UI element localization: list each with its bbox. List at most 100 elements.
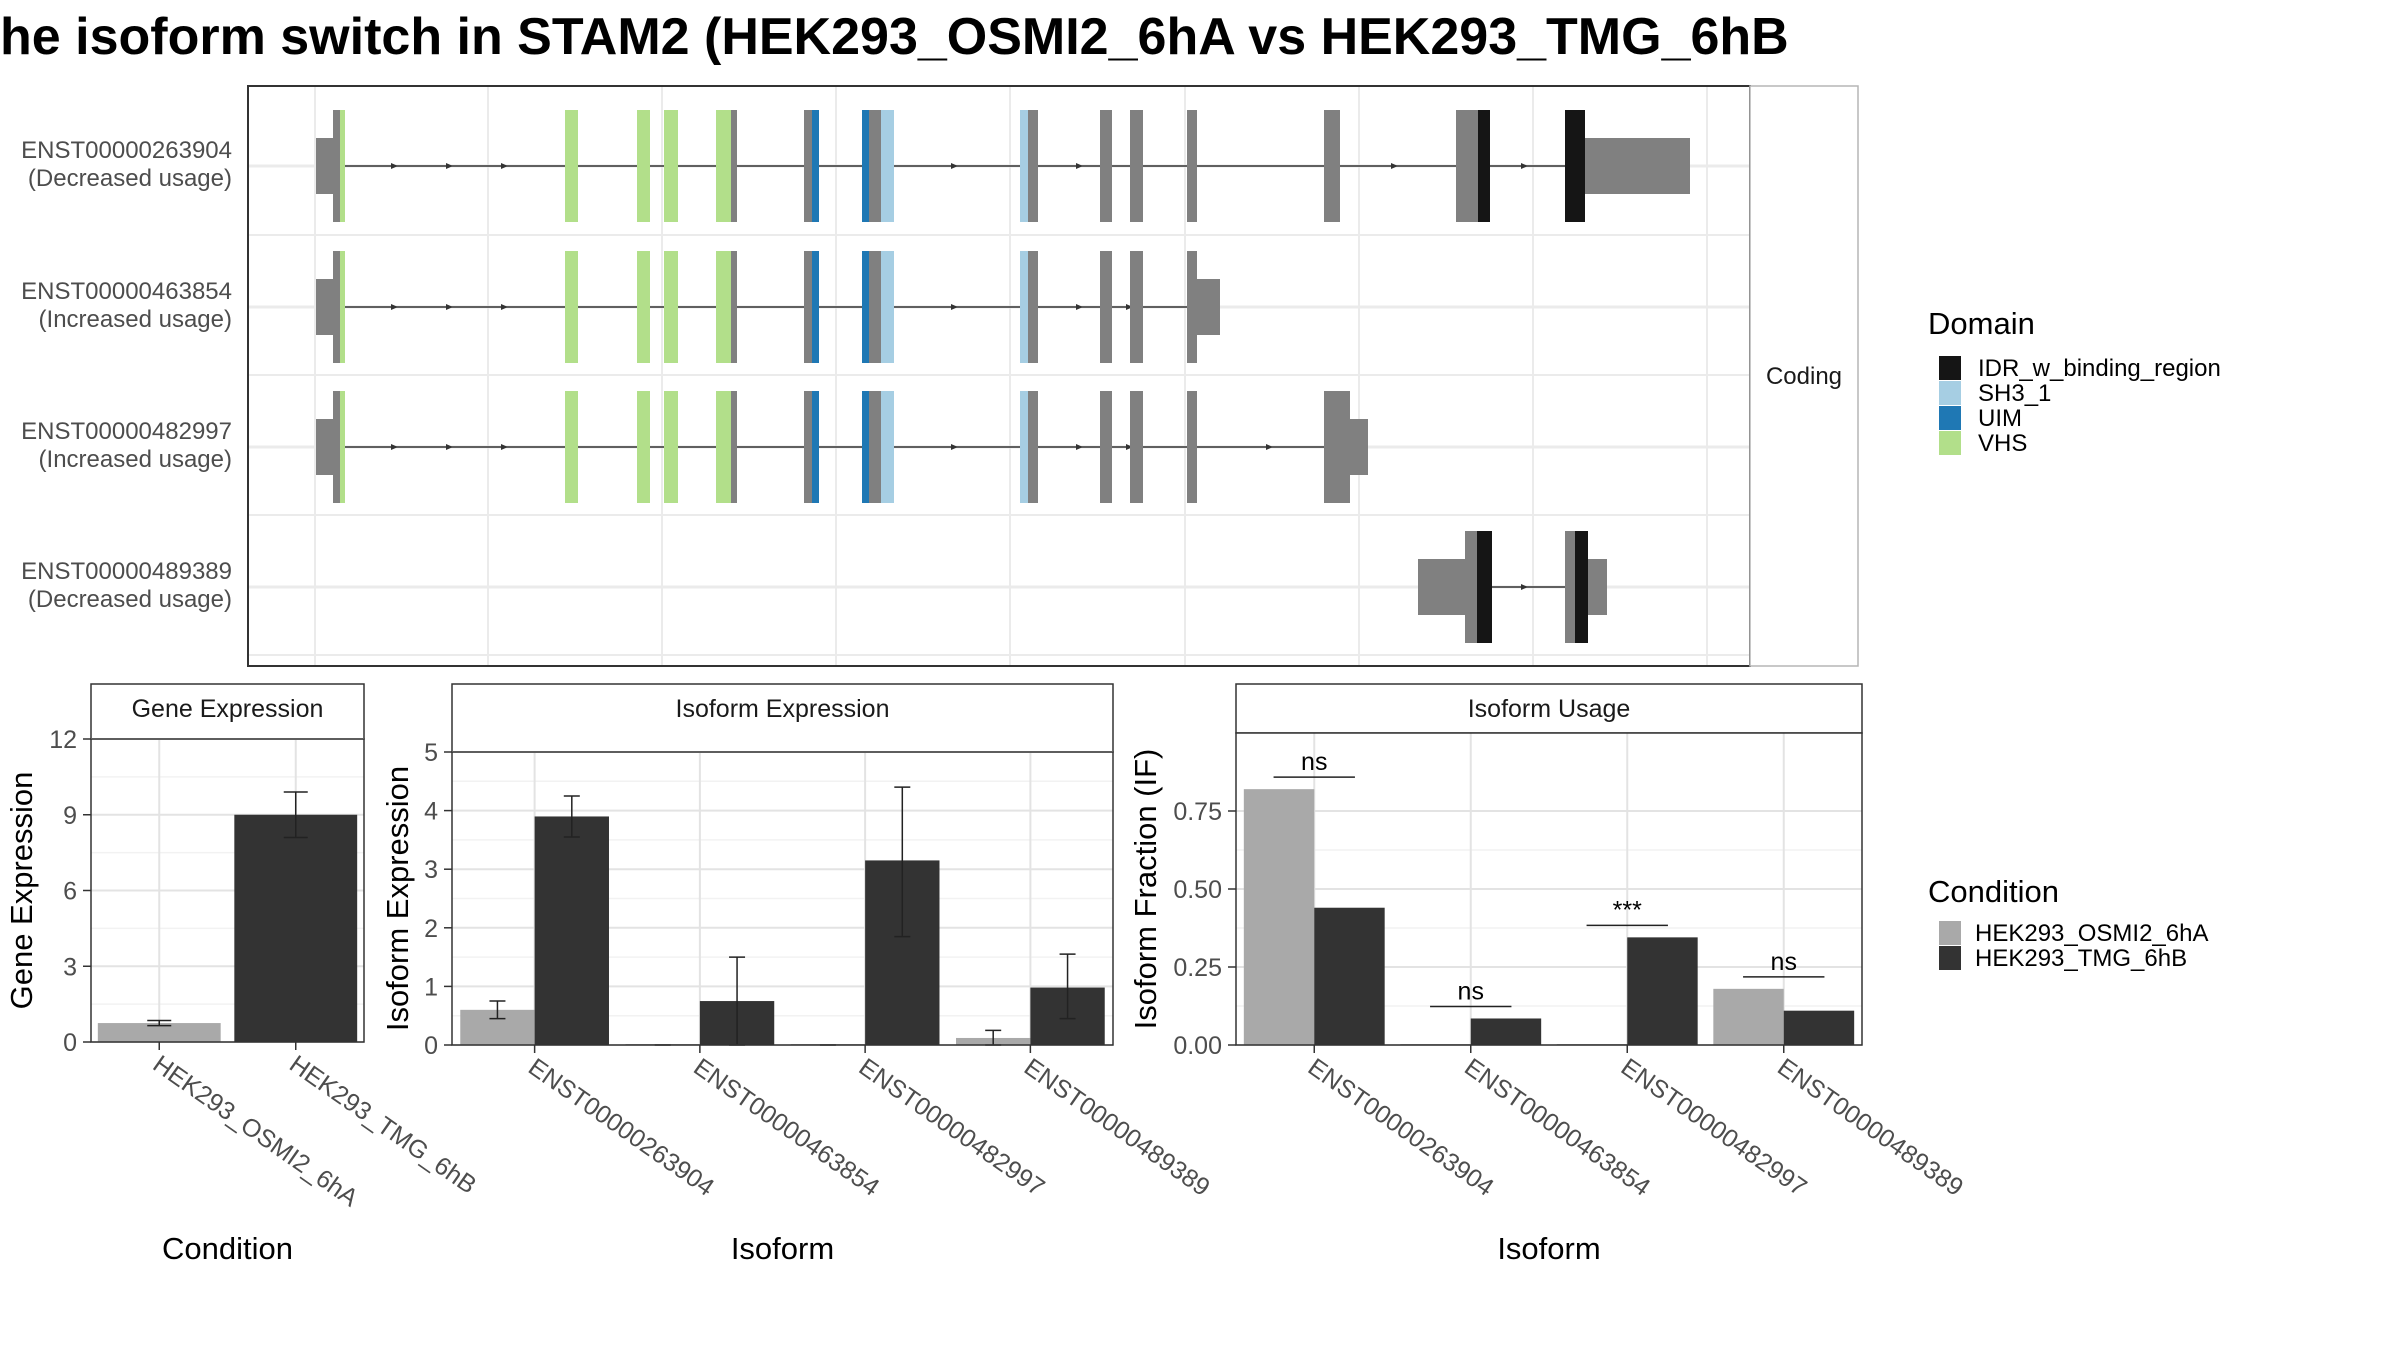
- exon-block: [1465, 531, 1477, 643]
- exon-block: [1130, 251, 1143, 363]
- domain-block-vhs: [716, 110, 731, 222]
- error-bar: [489, 1000, 506, 1020]
- significance-label: ns: [1458, 977, 1484, 1005]
- error-bar: [1059, 953, 1076, 1020]
- exon-block: [1028, 110, 1038, 222]
- domain-block-uim: [862, 110, 869, 222]
- utr-block: [1588, 559, 1607, 615]
- domain-block-vhs: [637, 110, 650, 222]
- chart-strip: [451, 683, 1114, 753]
- y-tick-label: 1: [424, 973, 438, 1001]
- domain-block-uim: [862, 391, 869, 503]
- domain-block-vhs: [716, 391, 731, 503]
- x-axis-title: Condition: [162, 1231, 293, 1266]
- strand-arrow: [501, 444, 508, 450]
- domain-block-vhs: [565, 391, 578, 503]
- strand-arrow: [1266, 444, 1273, 450]
- utr-block: [1585, 138, 1690, 194]
- legend-swatch: [1939, 406, 1961, 430]
- exon-block: [333, 110, 340, 222]
- legend-swatch: [1939, 431, 1961, 455]
- strand-arrow: [446, 444, 453, 450]
- y-tick-label: 2: [424, 915, 438, 943]
- strand-arrow: [1521, 163, 1528, 169]
- domain-block-vhs: [637, 251, 650, 363]
- strand-arrow: [1521, 584, 1528, 590]
- significance-label: ns: [1771, 948, 1797, 976]
- exon-block: [731, 391, 737, 503]
- domain-block-uim: [862, 251, 869, 363]
- utr-block: [316, 419, 334, 475]
- bar-cond-b: [1627, 937, 1698, 1045]
- legend-swatch: [1939, 946, 1961, 970]
- y-tick-label: 5: [424, 739, 438, 767]
- bar-cond-b: [1783, 1010, 1855, 1045]
- figure-title: he isoform switch in STAM2 (HEK293_OSMI2…: [0, 8, 1789, 66]
- exon-block: [1324, 110, 1340, 222]
- exon-block: [804, 251, 812, 363]
- exon-block: [1028, 391, 1038, 503]
- strand-arrow: [391, 163, 398, 169]
- domain-block-uim: [812, 391, 819, 503]
- strand-arrow: [1126, 444, 1133, 450]
- exon-block: [1028, 251, 1038, 363]
- domain-block-vhs: [565, 110, 578, 222]
- legend-label: VHS: [1978, 430, 2027, 457]
- domain-block-vhs: [340, 391, 345, 503]
- legend-label: HEK293_OSMI2_6hA: [1975, 920, 2208, 947]
- y-tick-label: 0.25: [1173, 954, 1222, 982]
- x-axis-title: Isoform: [731, 1231, 834, 1266]
- legend-swatch: [1939, 381, 1961, 405]
- exon-block: [804, 391, 812, 503]
- domain-block-sh3_1: [881, 110, 894, 222]
- domain-block-sh3_1: [1020, 110, 1028, 222]
- domain-block-vhs: [340, 110, 345, 222]
- plot-border: [90, 738, 365, 1043]
- exon-block: [333, 251, 340, 363]
- exon-block: [869, 110, 881, 222]
- legend-label: UIM: [1978, 405, 2022, 432]
- legend-swatch: [1939, 356, 1961, 380]
- y-tick-label: 0: [424, 1032, 438, 1060]
- exon-block: [1324, 391, 1350, 503]
- exon-block: [1130, 391, 1143, 503]
- utr-block: [1418, 559, 1465, 615]
- exon-block: [333, 391, 340, 503]
- strand-arrow: [1126, 304, 1133, 310]
- bar-cond-b: [1314, 907, 1385, 1045]
- domain-block-vhs: [664, 251, 678, 363]
- legend-label: SH3_1: [1978, 380, 2051, 407]
- significance-label: ns: [1301, 748, 1327, 776]
- transcript-row: [316, 391, 1368, 503]
- domain-block-idr_w_binding_region: [1477, 531, 1492, 643]
- strand-arrow: [951, 444, 958, 450]
- exon-block: [1187, 391, 1197, 503]
- domain-block-sh3_1: [881, 251, 894, 363]
- bar-cond-a: [1243, 789, 1315, 1045]
- legend-label: IDR_w_binding_region: [1978, 355, 2221, 382]
- y-tick-label: 4: [424, 798, 438, 826]
- domain-block-vhs: [340, 251, 345, 363]
- legend-swatch: [1939, 921, 1961, 945]
- strand-arrow: [1076, 163, 1083, 169]
- strand-arrow: [501, 304, 508, 310]
- transcript-usage: (Increased usage): [39, 306, 232, 333]
- chart-title: Isoform Expression: [676, 695, 890, 723]
- exon-block: [1456, 110, 1478, 222]
- transcript-row: [316, 110, 1690, 222]
- domain-block-idr_w_binding_region: [1575, 531, 1588, 643]
- transcript-id: ENST00000463854: [21, 278, 232, 305]
- error-bar: [147, 1019, 172, 1027]
- transcript-usage: (Decreased usage): [28, 165, 232, 192]
- significance-label: ***: [1613, 896, 1642, 924]
- y-tick-label: 6: [63, 878, 77, 906]
- exon-block: [1187, 251, 1197, 363]
- bar-cond-b: [1470, 1018, 1542, 1045]
- y-axis-title: Gene Expression: [4, 772, 39, 1010]
- strand-arrow: [951, 163, 958, 169]
- bar: [97, 1023, 221, 1042]
- transcript-labels: ENST00000263904(Decreased usage)ENST0000…: [21, 137, 232, 613]
- strand-arrow: [446, 163, 453, 169]
